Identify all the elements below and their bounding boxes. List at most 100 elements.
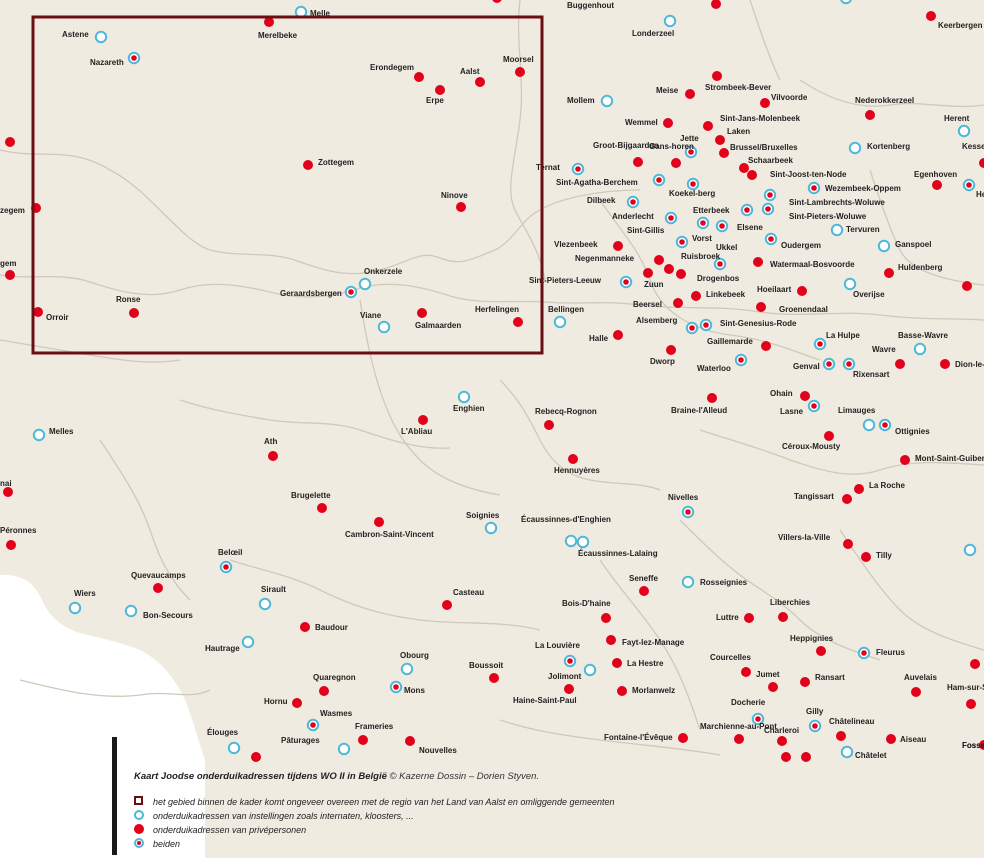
place-label-paturages: Pâturages [281,736,320,745]
mollem-institution-marker [600,94,614,108]
place-label-drogenbos: Drogenbos [697,274,740,283]
place-label-liberchies: Liberchies [770,598,811,607]
legend-label-both: beiden [153,839,181,849]
bellingen-institution-marker [553,315,567,329]
ukkel-both-marker [713,257,727,271]
dworp-private-marker [666,345,676,355]
rosseignies-institution-marker [681,575,695,589]
place-label-hautrage: Hautrage [205,644,240,653]
private-marker [251,752,261,762]
both-marker [962,178,976,192]
wezembeek-oppem-both-marker [807,181,821,195]
private-marker [492,0,502,3]
place-label-genval: Genval [793,362,820,371]
casteau-private-marker [442,600,452,610]
place-label-groot-bijgaarden: Groot-Bijgaarden [593,141,659,150]
place-label-koekel-berg: Koekel-berg [669,189,715,198]
place-label-gans-horen: Gans-horen [649,142,694,151]
limauges-institution-marker [862,418,876,432]
place-label-meise: Meise [656,86,679,95]
sea-area [0,574,205,858]
place-label-bon-secours: Bon-Secours [143,611,193,620]
place-label-ohain: Ohain [770,389,793,398]
jolimont-institution-marker [583,663,597,677]
place-label-nivelles: Nivelles [668,493,699,502]
keerbergen-private-marker [926,11,936,21]
place-label-charleroi: Charleroi [764,726,799,735]
institution-marker [963,543,977,557]
place-label-schaarbeek: Schaarbeek [748,156,793,165]
place-label-herfelingen: Herfelingen [475,305,519,314]
place-label-sirault: Sirault [261,585,286,594]
marchienne-au-pont-private-marker [734,734,744,744]
place-label-enghien: Enghien [453,404,485,413]
blue-circle-icon [134,810,144,820]
place-label-baudour: Baudour [315,623,348,632]
kortenberg-institution-marker [848,141,862,155]
place-label-melles: Melles [49,427,74,436]
place-label-soignies: Soignies [466,511,500,520]
waterloo-both-marker [734,353,748,367]
etterbeek-both-marker [740,203,754,217]
place-label-rosseignies: Rosseignies [700,578,748,587]
region-borders [0,0,984,756]
la-louviere-both-marker [563,654,577,668]
legend-items: het gebied binnen de kader komt ongeveer… [134,795,615,851]
frame-square-icon [134,796,143,805]
sint-genesius-rode-both-marker [699,318,713,332]
private-marker [781,752,791,762]
place-label-ath: Ath [264,437,277,446]
bel-il-both-marker [219,560,233,574]
braine-l-alleud-private-marker [707,393,717,403]
la-hulpe-both-marker [813,337,827,351]
place-label-docherie: Docherie [731,698,766,707]
watermaal-bosvoorde-private-marker [753,257,763,267]
legend-item-institution: onderduikadressen van instellingen zoals… [134,809,615,823]
baudour-private-marker [300,622,310,632]
mons-both-marker [389,680,403,694]
place-label-ceroux-mousty: Céroux-Mousty [782,442,841,451]
place-label-etterbeek: Etterbeek [693,206,730,215]
place-label-anderlecht: Anderlecht [612,212,654,221]
sint-pieters-leeuw-both-marker [619,275,633,289]
place-label-overijse: Overijse [853,290,885,299]
place-label-chatelineau: Châtelineau [829,717,874,726]
place-label-frameries: Frameries [355,722,394,731]
nazareth-both-marker [127,51,141,65]
gilly-both-marker [808,719,822,733]
place-label-ottignies: Ottignies [895,427,930,436]
place-label-luttre: Luttre [716,613,739,622]
hornu-private-marker [292,698,302,708]
egenhoven-private-marker [932,180,942,190]
mont-saint-guibert-private-marker [900,455,910,465]
wasmes-both-marker [306,718,320,732]
edge-label-kesse: Kesse [962,142,984,151]
place-label-hoeilaart: Hoeilaart [757,285,792,294]
la-roche-private-marker [854,484,864,494]
genval-both-marker [822,357,836,371]
gans-horen-private-marker [671,158,681,168]
place-label-mons: Mons [404,686,425,695]
private-marker [801,752,811,762]
edge-label-he: He [976,190,984,199]
vlezenbeek-private-marker [613,241,623,251]
legend: Kaart Joodse onderduikadressen tijdens W… [112,737,712,855]
place-label-la-louviere: La Louvière [535,641,580,650]
place-label-ecaussinnes-d-enghien: Écaussinnes-d'Enghien [521,515,611,524]
place-label-wezembeek-oppem: Wezembeek-Oppem [825,184,901,193]
place-label-ukkel: Ukkel [716,243,737,252]
place-label-wemmel: Wemmel [625,118,658,127]
place-label-erondegem: Erondegem [370,63,414,72]
place-label-negenmanneke: Negenmanneke [575,254,635,263]
edge-label-fosse: Fosse [962,741,984,750]
private-marker [962,281,972,291]
sint-pieters-woluwe-both-marker [761,202,775,216]
place-label-egenhoven: Egenhoven [914,170,957,179]
l-abliau-private-marker [418,415,428,425]
place-label-tervuren: Tervuren [846,225,880,234]
onkerzele-institution-marker [358,277,372,291]
place-label-orroir: Orroir [46,313,69,322]
place-label-chatelet: Châtelet [855,751,887,760]
place-label-halle: Halle [589,334,609,343]
place-label-oudergem: Oudergem [781,241,821,250]
